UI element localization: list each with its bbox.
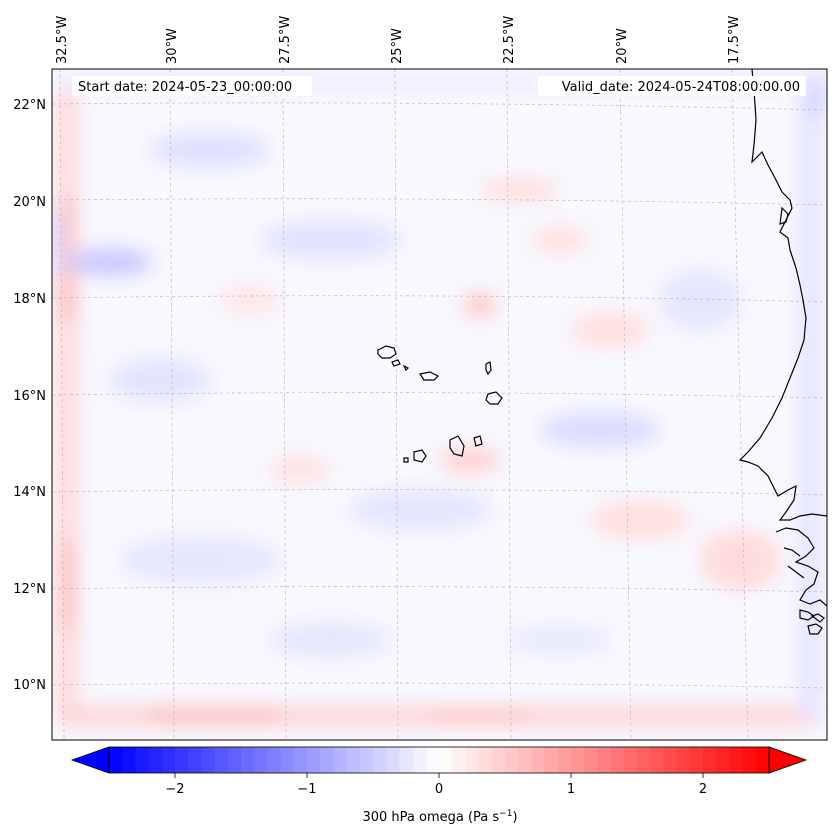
colorbar-cell	[663, 747, 677, 773]
colorbar-cell	[254, 747, 268, 773]
colorbar-cell	[755, 747, 770, 773]
cape-verde-islands	[377, 345, 503, 463]
longitude-labels: 32.5°W 30°W 27.5°W 25°W 22.5°W 20°W 17.5…	[55, 16, 742, 64]
colorbar-cell	[491, 747, 506, 773]
coastline-west-africa	[738, 69, 827, 635]
map-frame	[51, 68, 828, 741]
colorbar-cell	[729, 747, 743, 773]
colorbar-cell	[359, 747, 374, 773]
colorbar-cell	[610, 747, 625, 773]
lon-label: 30°W	[165, 28, 180, 64]
colorbar-cell	[386, 747, 400, 773]
colorbar-tick-label: 2	[699, 782, 707, 797]
colorbar-cell	[267, 747, 281, 773]
lon-label: 32.5°W	[55, 16, 70, 64]
colorbar-cell	[320, 747, 334, 773]
lat-label: 10°N	[13, 678, 46, 693]
lon-label: 17.5°W	[727, 16, 742, 64]
colorbar-cell	[465, 747, 479, 773]
map-plot-area	[52, 69, 827, 740]
colorbar-cell	[597, 747, 611, 773]
colorbar-cells	[109, 747, 770, 773]
colorbar-cell	[227, 747, 242, 773]
colorbar-cell	[201, 747, 215, 773]
lat-label: 12°N	[13, 582, 46, 597]
colorbar-tick-label: −1	[297, 782, 316, 797]
colorbar-cell	[188, 747, 202, 773]
valid-date-box	[538, 76, 806, 96]
lat-label: 22°N	[13, 98, 46, 113]
start-date-label: Start date: 2024-05-23_00:00:00	[78, 80, 292, 95]
colorbar-cell	[346, 747, 361, 773]
colorbar-cell	[544, 747, 559, 773]
colorbar-cell	[650, 747, 664, 773]
lat-label: 18°N	[13, 292, 46, 307]
colorbar-tick-label: 0	[435, 782, 443, 797]
colorbar-cell	[425, 747, 440, 773]
colorbar-tick-label: 1	[567, 782, 575, 797]
colorbar-cell	[373, 747, 387, 773]
colorbar-cell	[148, 747, 163, 773]
lat-label: 20°N	[13, 195, 46, 210]
colorbar-cell	[637, 747, 651, 773]
colorbar-cell	[518, 747, 532, 773]
colorbar-cell	[241, 747, 255, 773]
lon-label: 20°W	[615, 28, 630, 64]
colorbar-title: 300 hPa omega (Pa s−1)	[362, 809, 517, 825]
omega-field	[52, 75, 827, 726]
colorbar-cell	[742, 747, 757, 773]
colorbar-cell	[571, 747, 585, 773]
colorbar-cell	[531, 747, 545, 773]
colorbar-cell	[584, 747, 598, 773]
colorbar-extend-min	[70, 746, 110, 774]
colorbar-cell	[623, 747, 638, 773]
lat-label: 14°N	[13, 485, 46, 500]
colorbar-cell	[122, 747, 136, 773]
colorbar-cell	[399, 747, 413, 773]
lat-label: 16°N	[13, 389, 46, 404]
colorbar-cell	[689, 747, 704, 773]
colorbar-cell	[293, 747, 308, 773]
start-date-box	[72, 76, 312, 96]
colorbar-cell	[703, 747, 717, 773]
colorbar-cell	[676, 747, 691, 773]
colorbar-cell	[307, 747, 321, 773]
latitude-labels: 22°N 20°N 18°N 16°N 14°N 12°N 10°N	[13, 98, 46, 693]
colorbar-cell	[175, 747, 189, 773]
colorbar-cell	[280, 747, 295, 773]
valid-date-label: Valid_date: 2024-05-24T08:00:00.00	[562, 80, 800, 95]
lon-label: 25°W	[390, 28, 405, 64]
colorbar-cell	[214, 747, 229, 773]
colorbar-cell	[333, 747, 347, 773]
lon-label: 22.5°W	[502, 16, 517, 64]
colorbar-ticks: −2 −1 0 1 2	[165, 773, 707, 797]
colorbar-cell	[452, 747, 466, 773]
colorbar: −2 −1 0 1 2 300 hPa omega (Pa s−1)	[70, 746, 808, 825]
colorbar-cell	[161, 747, 176, 773]
colorbar-tick-label: −2	[165, 782, 184, 797]
colorbar-cell	[478, 747, 493, 773]
colorbar-cell	[135, 747, 149, 773]
colorbar-cell	[412, 747, 427, 773]
graticule	[52, 69, 827, 740]
colorbar-cell	[439, 747, 453, 773]
colorbar-cell	[109, 747, 123, 773]
colorbar-cell	[557, 747, 572, 773]
colorbar-cell	[505, 747, 519, 773]
colorbar-extend-max	[768, 746, 808, 774]
lon-label: 27.5°W	[278, 16, 293, 64]
map-background	[52, 69, 827, 740]
colorbar-cell	[716, 747, 730, 773]
